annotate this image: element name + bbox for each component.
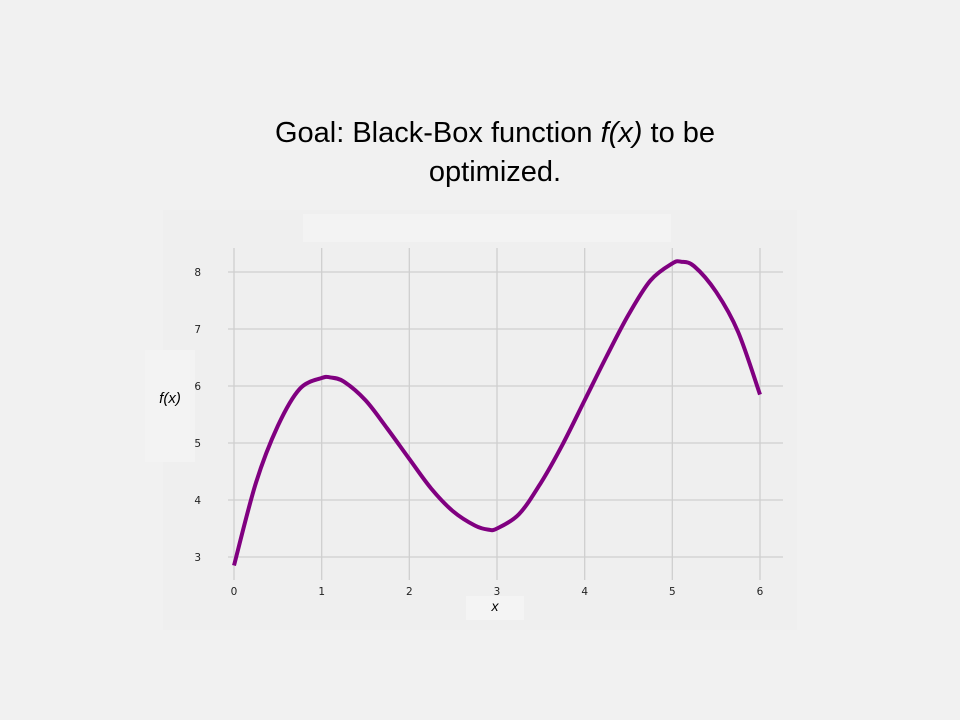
x-tick-label: 5	[669, 586, 676, 598]
chart-panel	[163, 210, 797, 630]
slide-title-function: f(x)	[600, 117, 643, 149]
x-axis-label: x	[491, 598, 499, 614]
y-axis-label: f(x)	[159, 390, 181, 407]
x-tick-label: 0	[231, 586, 238, 598]
y-axis-label-box	[145, 350, 195, 462]
y-tick-label: 4	[194, 495, 201, 507]
x-tick-label: 6	[757, 586, 764, 598]
series-line	[232, 259, 762, 567]
slide-title: Goal: Black-Box function f(x) to be opti…	[240, 114, 750, 192]
y-tick-label: 7	[194, 324, 201, 336]
x-tick-label: 4	[581, 586, 588, 598]
slide-title-text-post: to be optimized.	[428, 117, 716, 188]
y-tick-label: 6	[194, 381, 201, 393]
x-tick-label: 3	[494, 586, 501, 598]
x-tick-label: 2	[406, 586, 413, 598]
x-axis-label-box	[466, 596, 524, 620]
y-tick-label: 8	[194, 267, 201, 279]
y-tick-label: 5	[194, 438, 201, 450]
chart-title-strip	[303, 214, 671, 242]
x-tick-label: 1	[318, 586, 325, 598]
y-tick-label: 3	[194, 552, 201, 564]
slide-title-text-pre: Goal: Black-Box function	[274, 117, 601, 149]
